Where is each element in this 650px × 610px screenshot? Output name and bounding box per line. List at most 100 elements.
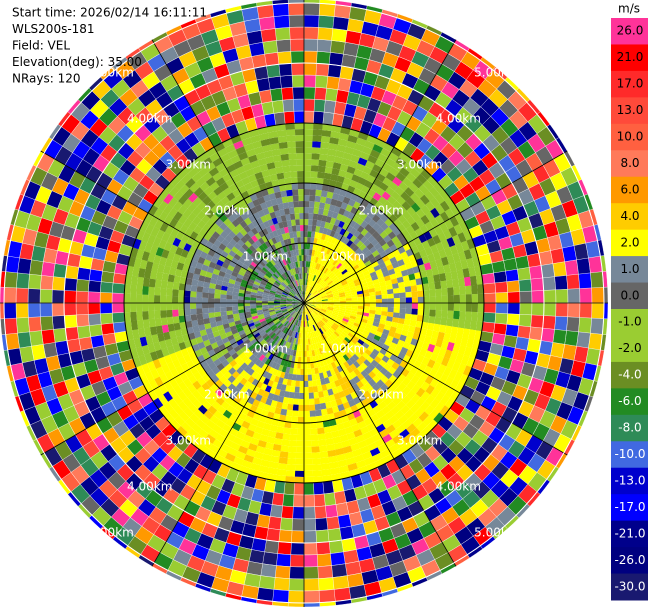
gate <box>355 330 363 337</box>
gate <box>291 62 305 76</box>
gate <box>351 297 358 301</box>
gate <box>366 134 378 145</box>
gate <box>385 186 395 196</box>
gate <box>423 262 432 271</box>
gate <box>405 297 413 304</box>
gate <box>430 244 439 254</box>
gate <box>425 394 436 406</box>
gate <box>271 348 277 355</box>
gate <box>323 285 330 290</box>
gate <box>184 302 191 310</box>
gate <box>425 211 435 222</box>
gate <box>334 379 341 388</box>
gate <box>317 313 324 319</box>
gate <box>329 217 337 225</box>
gate <box>318 312 325 318</box>
gate <box>387 307 394 313</box>
gate <box>399 264 407 272</box>
gate <box>271 449 281 458</box>
gate <box>296 313 300 320</box>
gate <box>399 297 406 304</box>
gate <box>393 303 400 309</box>
gate <box>360 377 369 386</box>
gate <box>318 347 324 355</box>
gate <box>355 316 362 322</box>
gate <box>308 273 312 280</box>
gate <box>319 451 329 459</box>
gate <box>314 307 321 312</box>
gate <box>286 135 296 142</box>
gate <box>52 315 66 330</box>
gate <box>315 336 320 343</box>
gate <box>361 318 368 324</box>
gate <box>325 290 333 295</box>
gate <box>381 311 388 317</box>
gate <box>358 324 366 330</box>
gate <box>355 162 366 172</box>
gate <box>309 338 313 345</box>
gate <box>356 240 364 248</box>
gate <box>172 309 179 317</box>
gate <box>344 273 351 280</box>
gate <box>418 184 429 195</box>
gate <box>326 228 333 236</box>
gate <box>354 281 362 287</box>
gate <box>77 266 91 281</box>
gate <box>299 338 303 345</box>
gate <box>363 239 371 247</box>
gate <box>310 434 319 441</box>
gate <box>293 482 305 496</box>
gate <box>363 417 373 427</box>
gate <box>325 269 331 276</box>
gate <box>214 311 222 318</box>
gate <box>154 310 161 319</box>
gate <box>291 518 305 532</box>
gate <box>111 302 125 314</box>
gate <box>355 182 365 191</box>
gate <box>339 296 346 300</box>
gate <box>311 312 316 318</box>
gate <box>454 335 463 346</box>
gate <box>540 327 555 343</box>
gate <box>369 328 377 335</box>
gate <box>154 295 161 303</box>
gate <box>297 320 301 327</box>
gate <box>272 394 280 402</box>
gate <box>277 135 288 143</box>
gate <box>439 211 450 223</box>
gate <box>347 332 355 339</box>
gate <box>289 566 305 580</box>
gate <box>381 191 391 201</box>
gate <box>406 157 418 168</box>
gate <box>172 282 180 290</box>
gate <box>376 218 385 227</box>
gate <box>339 370 346 378</box>
gate <box>323 426 332 434</box>
gate <box>235 450 246 460</box>
gate <box>342 388 351 397</box>
gate <box>148 302 155 312</box>
gate <box>353 368 361 376</box>
gate <box>172 295 179 303</box>
gate <box>393 292 400 299</box>
gate <box>348 283 356 289</box>
gate <box>214 298 221 303</box>
gate <box>284 328 289 335</box>
gate <box>279 339 285 346</box>
gate <box>306 273 309 280</box>
gate <box>336 285 344 291</box>
gate <box>309 249 313 256</box>
gate <box>308 255 312 262</box>
gate <box>77 325 91 339</box>
gate <box>295 313 300 320</box>
gate <box>434 391 445 402</box>
gate <box>530 277 544 292</box>
gate <box>264 417 273 425</box>
gate <box>251 370 259 379</box>
gate <box>142 285 149 295</box>
gate <box>302 308 304 315</box>
gate <box>346 239 354 248</box>
gate <box>288 323 294 330</box>
gate <box>379 392 389 401</box>
gate <box>408 413 419 424</box>
